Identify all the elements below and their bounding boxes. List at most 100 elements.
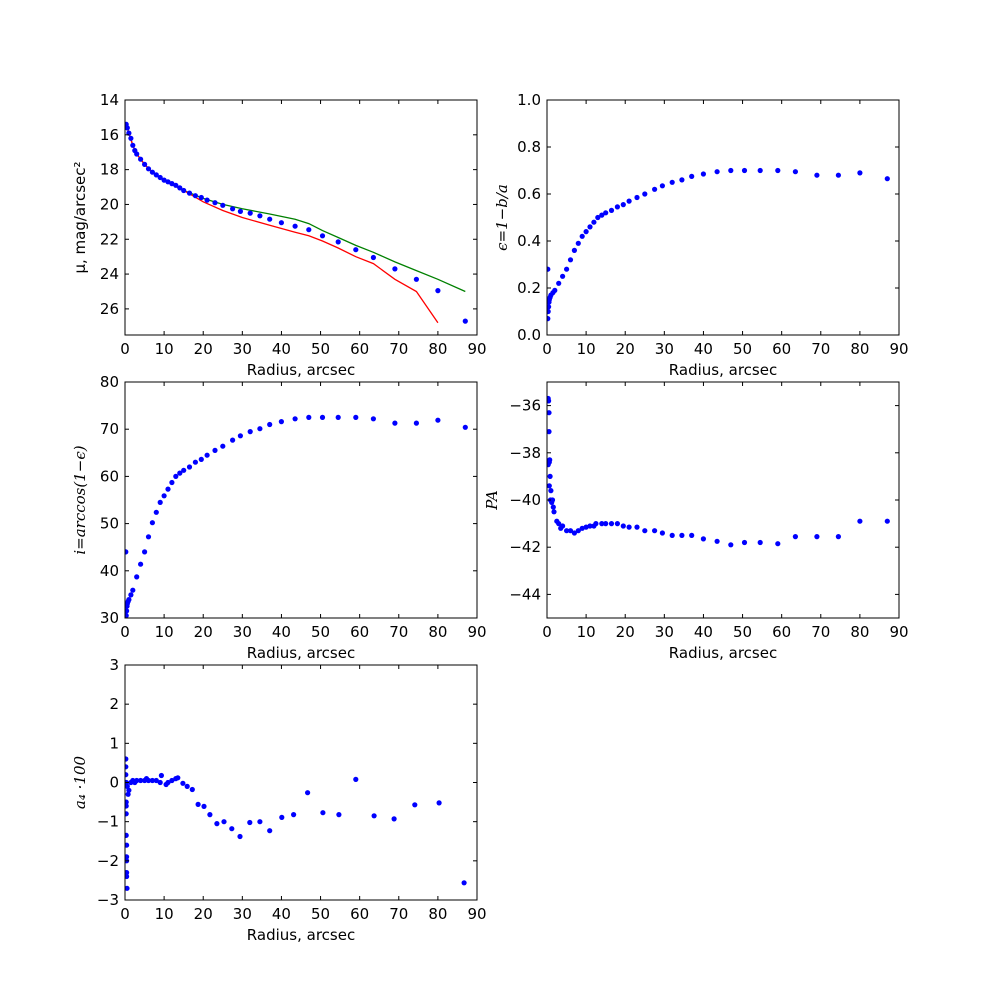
data-point: [587, 224, 593, 230]
data-point: [130, 142, 136, 148]
data-point: [192, 459, 198, 465]
data-point: [567, 257, 574, 263]
data-point: [614, 204, 621, 210]
data-point: [181, 467, 187, 473]
y-tick-label: −40: [509, 491, 541, 509]
data-point: [134, 151, 140, 157]
data-point: [436, 800, 442, 806]
y-tick-label: 80: [100, 373, 119, 391]
y-tick-label: 3: [109, 656, 119, 674]
data-point: [157, 779, 163, 786]
y-tick-label: 24: [100, 265, 119, 283]
data-point: [392, 266, 398, 272]
data-point: [857, 170, 863, 176]
x-tick-label: 30: [655, 623, 674, 641]
data-point: [884, 176, 890, 182]
data-point: [336, 812, 342, 818]
data-point: [267, 216, 273, 222]
x-tick-label: 80: [428, 623, 447, 641]
y-tick-label: 70: [100, 420, 119, 438]
data-point: [652, 186, 658, 192]
x-tick-label: 60: [772, 340, 791, 358]
data-point: [125, 756, 129, 762]
data-point: [212, 200, 218, 206]
axes-frame: [546, 381, 900, 619]
y-axis-label: μ, mag/arcsec²: [71, 161, 89, 273]
data-point: [552, 287, 558, 293]
data-point: [125, 783, 130, 789]
y-tick-label: 16: [100, 126, 119, 144]
axes-frame: [546, 99, 900, 336]
x-tick-label: 60: [350, 340, 369, 358]
data-point: [391, 816, 397, 822]
data-point: [775, 167, 781, 174]
data-point: [547, 304, 552, 310]
data-point: [149, 777, 155, 784]
subplot-5: 0 10 20 30 40 50 60 70 80 90 −3 −2 −1 0 1 2 3 Radius, arc…: [71, 656, 487, 944]
x-tick-label: 20: [616, 623, 635, 641]
y-tick-label: 1: [109, 734, 119, 752]
data-point: [659, 183, 666, 189]
y-axis-label: PA: [483, 490, 501, 511]
data-point: [634, 524, 640, 530]
x-tick-label: 90: [889, 623, 908, 641]
data-point: [549, 497, 556, 503]
axes-frame: [124, 99, 478, 336]
x-tick-label: 10: [577, 623, 596, 641]
x-tick-label: 90: [467, 623, 486, 641]
data-point: [149, 169, 155, 175]
data-point: [138, 561, 144, 567]
y-tick-label: 0.8: [517, 138, 541, 156]
data-point: [247, 429, 253, 435]
data-point: [689, 532, 695, 539]
data-point: [792, 169, 799, 175]
data-point: [583, 524, 589, 530]
data-point: [165, 486, 171, 492]
x-tick-label: 80: [428, 905, 447, 923]
x-tick-label: 90: [889, 340, 908, 358]
data-point: [257, 213, 263, 219]
y-tick-label: 60: [100, 467, 119, 485]
data-point: [125, 608, 130, 614]
y-tick-label: −1: [97, 813, 119, 831]
x-tick-label: 50: [733, 340, 752, 358]
y-tick-label: 0.6: [517, 185, 541, 203]
data-point: [547, 308, 551, 315]
data-point: [620, 202, 626, 208]
data-point: [689, 173, 695, 179]
data-point: [556, 280, 562, 286]
data-point: [583, 229, 589, 235]
data-point: [335, 239, 341, 245]
data-point: [435, 417, 441, 423]
x-tick-label: 70: [389, 905, 408, 923]
y-tick-label: 50: [100, 515, 119, 533]
data-point: [257, 426, 263, 432]
data-point: [413, 276, 419, 282]
data-point: [125, 803, 129, 809]
y-tick-label: 2: [109, 695, 119, 713]
data-point: [571, 530, 578, 536]
data-point: [278, 419, 284, 425]
data-point: [370, 254, 376, 261]
data-point: [353, 776, 359, 783]
data-point: [560, 523, 566, 529]
data-point: [125, 772, 129, 778]
x-tick-label: 0: [120, 340, 130, 358]
data-point: [145, 166, 152, 172]
x-tick-label: 10: [155, 905, 174, 923]
y-tick-label: −42: [509, 538, 541, 556]
data-point: [278, 220, 284, 226]
x-tick-label: 50: [311, 623, 330, 641]
data-point: [125, 870, 130, 876]
x-tick-label: 70: [389, 623, 408, 641]
data-point: [125, 764, 129, 770]
plot-area: [125, 414, 468, 618]
data-point: [125, 885, 130, 891]
data-point: [220, 202, 226, 208]
data-point: [161, 493, 167, 499]
data-point: [237, 208, 243, 214]
data-point: [792, 534, 799, 540]
data-point: [207, 812, 213, 818]
x-tick-label: 70: [811, 623, 830, 641]
data-point: [125, 842, 130, 848]
